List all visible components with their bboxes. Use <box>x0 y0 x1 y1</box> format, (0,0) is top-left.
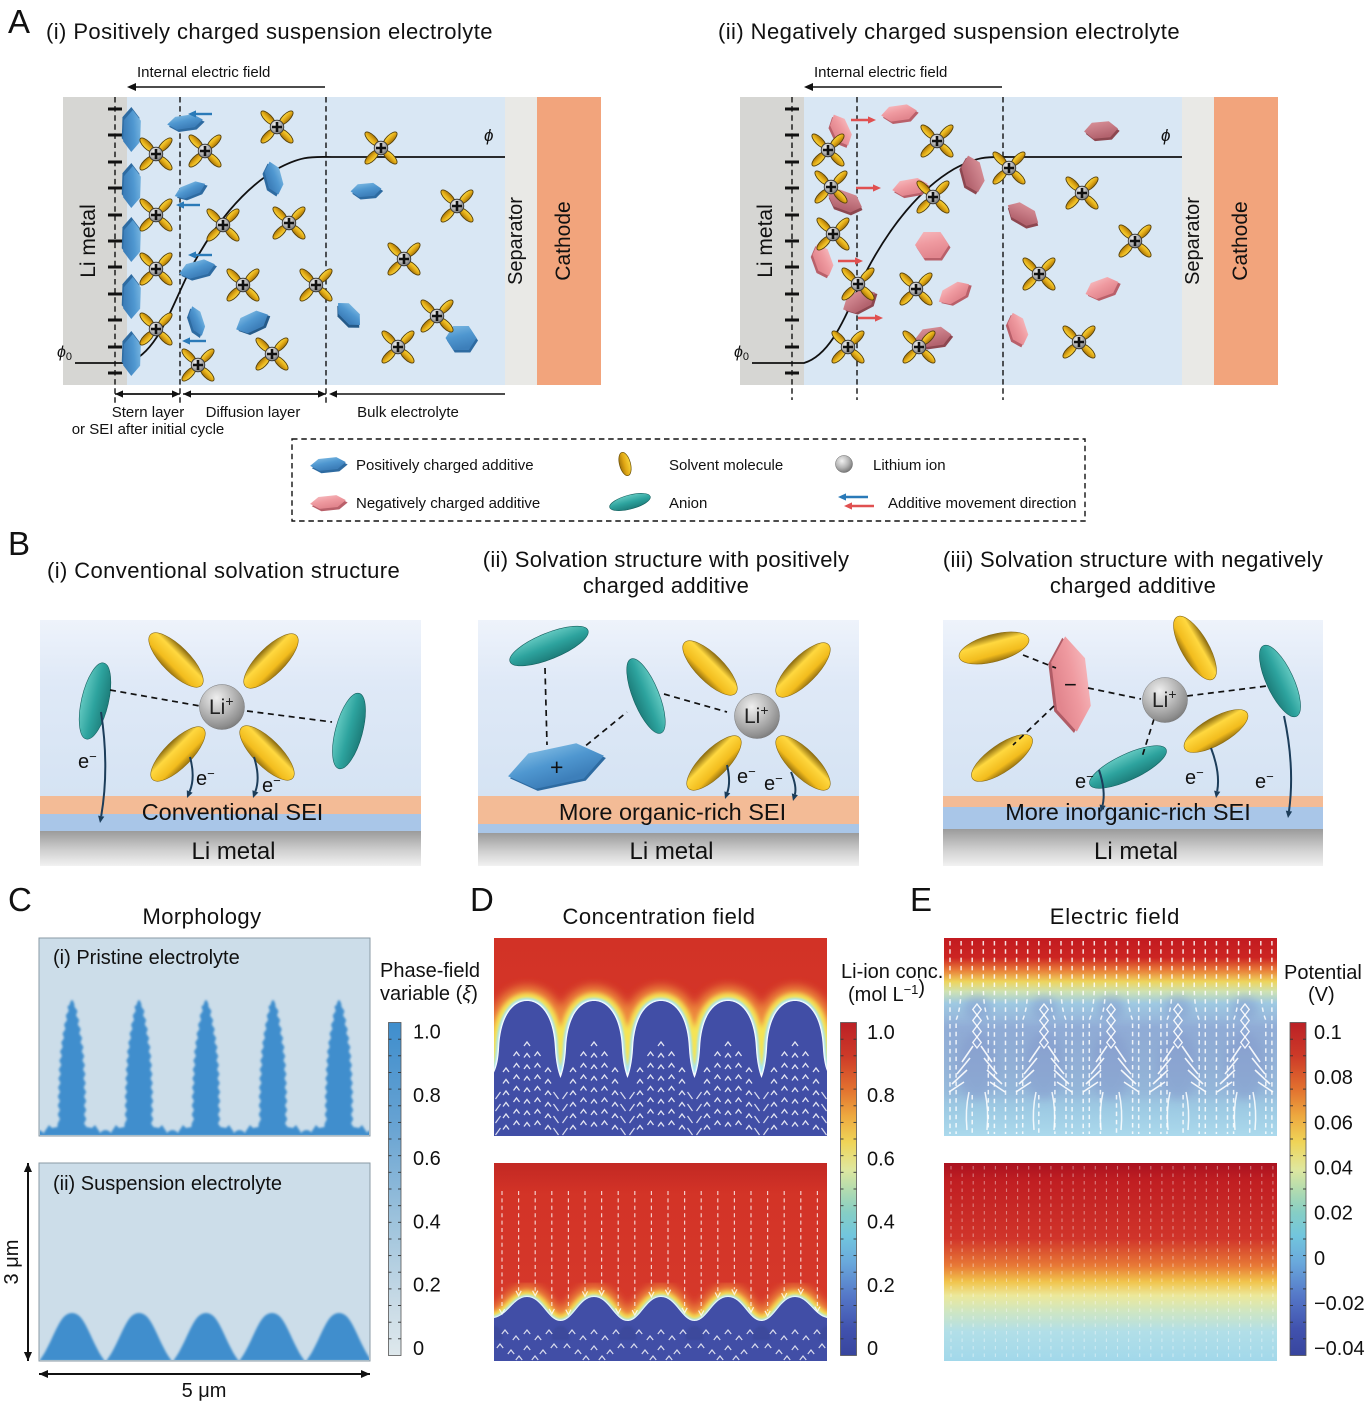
svg-text:Internal electric field: Internal electric field <box>814 64 947 81</box>
svg-text:More inorganic-rich SEI: More inorganic-rich SEI <box>1005 799 1251 825</box>
svg-text:0.2: 0.2 <box>413 1275 441 1297</box>
svg-text:Conventional SEI: Conventional SEI <box>142 799 324 825</box>
svg-text:1.0: 1.0 <box>867 1022 895 1044</box>
svg-text:Li metal: Li metal <box>1094 838 1178 865</box>
svg-text:0.04: 0.04 <box>1314 1157 1353 1179</box>
svg-text:(ii) Negatively charged suspen: (ii) Negatively charged suspension elect… <box>718 19 1180 44</box>
svg-text:1.0: 1.0 <box>413 1022 441 1044</box>
svg-text:−: − <box>1064 672 1077 697</box>
svg-text:Cathode: Cathode <box>1229 201 1252 280</box>
svg-text:Lithium ion: Lithium ion <box>873 457 946 474</box>
svg-text:Separator: Separator <box>505 197 527 285</box>
svg-text:+: + <box>550 754 563 780</box>
svg-text:Additive movement direction: Additive movement direction <box>888 495 1076 512</box>
svg-text:Li metal: Li metal <box>629 838 713 865</box>
svg-text:Positively charged additive: Positively charged additive <box>356 457 534 474</box>
svg-text:C: C <box>8 881 32 918</box>
svg-text:Separator: Separator <box>1182 197 1204 285</box>
svg-text:0.08: 0.08 <box>1314 1067 1353 1089</box>
svg-text:0.4: 0.4 <box>867 1212 895 1234</box>
svg-text:(ii) Suspension electrolyte: (ii) Suspension electrolyte <box>53 1173 282 1195</box>
svg-text:0.8: 0.8 <box>867 1085 895 1107</box>
svg-text:0.2: 0.2 <box>867 1275 895 1297</box>
svg-text:0.6: 0.6 <box>867 1148 895 1170</box>
svg-text:(iii) Solvation structure with: (iii) Solvation structure with negativel… <box>943 547 1323 572</box>
svg-text:B: B <box>8 525 30 562</box>
svg-text:Stern layer: Stern layer <box>112 404 185 421</box>
svg-text:Phase-field: Phase-field <box>380 960 480 982</box>
svg-text:Li metal: Li metal <box>754 204 777 278</box>
svg-text:Internal electric field: Internal electric field <box>137 64 270 81</box>
svg-text:Negatively charged additive: Negatively charged additive <box>356 495 540 512</box>
svg-text:0: 0 <box>1314 1248 1325 1270</box>
svg-text:Li+: Li+ <box>209 693 234 719</box>
svg-text:Potential: Potential <box>1284 962 1362 984</box>
svg-text:ϕ0: ϕ0 <box>57 344 72 363</box>
svg-text:0.6: 0.6 <box>413 1148 441 1170</box>
svg-text:Concentration field: Concentration field <box>563 904 756 929</box>
svg-text:Cathode: Cathode <box>552 201 575 280</box>
svg-text:A: A <box>8 3 30 40</box>
svg-text:(i) Positively charged suspens: (i) Positively charged suspension electr… <box>46 19 493 44</box>
svg-text:or SEI after initial cycle: or SEI after initial cycle <box>72 421 225 438</box>
svg-text:Bulk electrolyte: Bulk electrolyte <box>357 404 459 421</box>
svg-text:Morphology: Morphology <box>143 904 262 929</box>
svg-text:D: D <box>470 881 494 918</box>
svg-text:0.4: 0.4 <box>413 1211 441 1233</box>
svg-text:Li-ion conc.: Li-ion conc. <box>841 961 943 983</box>
svg-text:5 μm: 5 μm <box>182 1380 227 1401</box>
svg-text:−0.04: −0.04 <box>1314 1338 1365 1360</box>
svg-text:Li metal: Li metal <box>191 838 275 865</box>
svg-text:Diffusion layer: Diffusion layer <box>206 404 301 421</box>
svg-text:charged additive: charged additive <box>1050 573 1216 598</box>
svg-text:3 μm: 3 μm <box>1 1240 23 1285</box>
svg-text:E: E <box>910 881 932 918</box>
svg-text:Anion: Anion <box>669 495 707 512</box>
svg-text:More organic-rich SEI: More organic-rich SEI <box>559 799 786 825</box>
svg-text:0.02: 0.02 <box>1314 1203 1353 1225</box>
svg-text:ϕ: ϕ <box>484 126 493 145</box>
svg-text:0.06: 0.06 <box>1314 1112 1353 1134</box>
svg-text:0: 0 <box>867 1338 878 1360</box>
svg-text:ϕ: ϕ <box>1161 126 1170 145</box>
svg-text:Li metal: Li metal <box>77 204 100 278</box>
svg-text:ϕ0: ϕ0 <box>734 344 749 363</box>
svg-text:charged additive: charged additive <box>583 573 749 598</box>
svg-text:variable (ξ): variable (ξ) <box>380 983 478 1005</box>
svg-text:0.8: 0.8 <box>413 1085 441 1107</box>
svg-text:(i) Pristine electrolyte: (i) Pristine electrolyte <box>53 947 240 969</box>
svg-text:−0.02: −0.02 <box>1314 1293 1365 1315</box>
svg-text:(i) Conventional solvation str: (i) Conventional solvation structure <box>47 558 400 583</box>
svg-text:(ii) Solvation structure with: (ii) Solvation structure with positively <box>483 547 850 572</box>
svg-text:0: 0 <box>413 1338 424 1360</box>
svg-text:0.1: 0.1 <box>1314 1022 1342 1044</box>
svg-text:Solvent molecule: Solvent molecule <box>669 457 783 474</box>
svg-text:(V): (V) <box>1308 984 1335 1006</box>
svg-text:Electric field: Electric field <box>1050 904 1181 929</box>
